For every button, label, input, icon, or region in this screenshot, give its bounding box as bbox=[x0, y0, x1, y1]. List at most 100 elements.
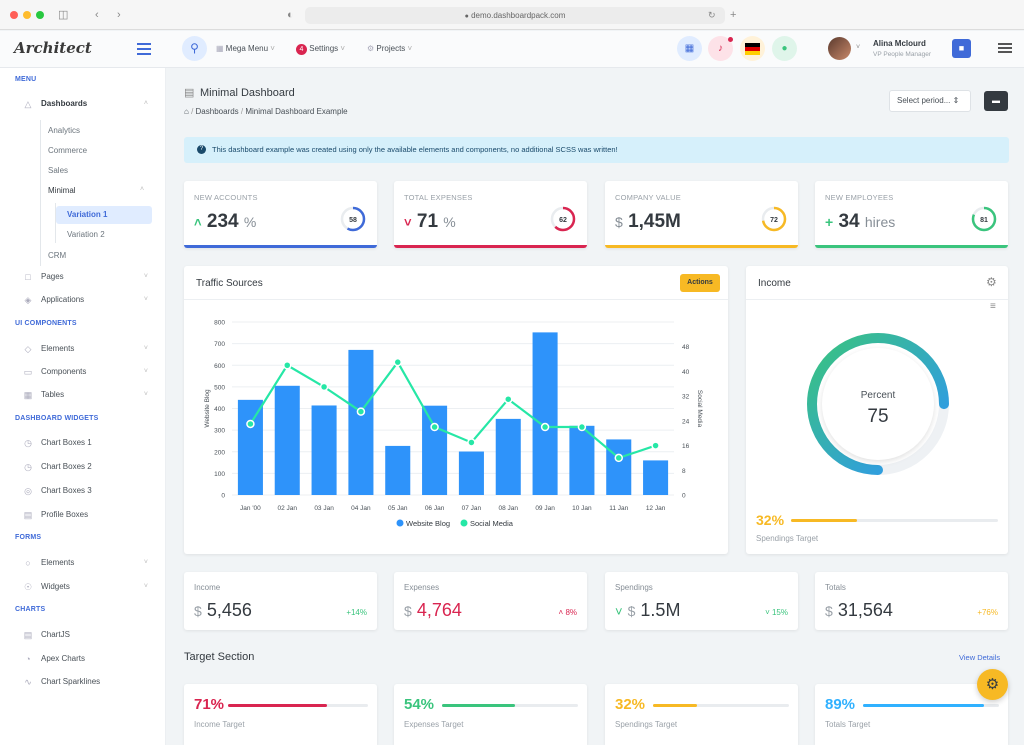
projects-link[interactable]: ⚙ Projects ˅ bbox=[367, 44, 413, 53]
chevron-down-icon: ˅ bbox=[143, 391, 148, 398]
caret-down-icon: ˅ bbox=[765, 608, 770, 617]
sidebar-item-components[interactable]: ▭ Components ˅ bbox=[23, 367, 148, 377]
widget-new-employees: NEW EMPLOYEES + 34 hires 81 bbox=[815, 181, 1008, 248]
x-tick-label: Jan '00 bbox=[240, 505, 261, 512]
x-tick-label: 02 Jan bbox=[277, 505, 297, 512]
chevron-down-icon: ˅ bbox=[143, 273, 148, 280]
sidebar-sub-minimal[interactable]: Minimal bbox=[48, 186, 76, 195]
shield-icon[interactable]: ◐ bbox=[287, 9, 294, 21]
line-point bbox=[356, 407, 366, 416]
maximize-window-button[interactable] bbox=[36, 11, 44, 19]
sidebar-item-chart-boxes-1[interactable]: ◷ Chart Boxes 1 bbox=[22, 436, 152, 450]
line-point bbox=[430, 422, 439, 432]
toggle-button[interactable]: ▬ bbox=[984, 91, 1008, 111]
gear-icon[interactable]: ⚙ bbox=[986, 275, 997, 289]
bar bbox=[458, 451, 484, 495]
doc-icon: ▦ bbox=[216, 44, 224, 53]
sidebar-sub-analytics[interactable]: Analytics bbox=[48, 126, 81, 135]
x-tick-label: 08 Jan bbox=[498, 505, 518, 512]
flag-icon[interactable] bbox=[740, 36, 765, 61]
minimize-window-button[interactable] bbox=[23, 11, 31, 19]
target-income: 71% Income Target bbox=[184, 684, 377, 745]
x-tick-label: 11 Jan bbox=[609, 505, 628, 512]
bar bbox=[422, 405, 448, 495]
stat-totals: Totals $ 31,564 +76% bbox=[815, 572, 1008, 630]
sidebar-item-chartjs[interactable]: ▤ ChartJS bbox=[23, 630, 70, 640]
breadcrumb-dashboards[interactable]: Dashboards bbox=[195, 107, 239, 116]
avatar[interactable] bbox=[828, 37, 851, 60]
period-select[interactable]: Select period... ⇕ bbox=[889, 90, 971, 112]
menu-icon[interactable]: ≡ bbox=[990, 301, 996, 312]
search-icon[interactable]: ⚲ bbox=[182, 36, 207, 61]
y-tick-label: 800 bbox=[214, 320, 225, 327]
sidebar-sub-crm[interactable]: CRM bbox=[48, 251, 67, 260]
section-dashboard-widgets: DASHBOARD WIDGETS bbox=[15, 415, 99, 422]
close-window-button[interactable] bbox=[10, 11, 18, 19]
chevron-down-icon: ˅ bbox=[143, 345, 148, 352]
widget-accent-bar bbox=[815, 245, 1008, 248]
bar bbox=[311, 405, 337, 495]
y-tick-label: 200 bbox=[214, 449, 225, 456]
widget-new-accounts: NEW ACCOUNTS ˄ 234 % 58 bbox=[184, 181, 377, 248]
view-details-link[interactable]: View Details bbox=[959, 653, 1001, 662]
stat-expenses: Expenses $ 4,764 ˄ 8% bbox=[394, 572, 587, 630]
sidebar-item-dashboards[interactable]: △ Dashboards ˄ bbox=[22, 97, 152, 111]
sidebar-item-chart-boxes-2[interactable]: ◷ Chart Boxes 2 bbox=[22, 460, 152, 474]
y-tick-label: 100 bbox=[214, 471, 225, 478]
line-point bbox=[651, 441, 660, 450]
arrow-up-icon: ˄ bbox=[194, 215, 202, 230]
sidebar-sub-sales[interactable]: Sales bbox=[48, 166, 69, 175]
sidebar-item-widgets[interactable]: ☉ Widgets ˅ bbox=[23, 582, 148, 592]
app-header: Architect ⚲ ▦ Mega Menu ˅ 4 Settings ˅ ⚙… bbox=[0, 31, 1024, 68]
id-card-icon: ▤ bbox=[23, 510, 33, 520]
back-arrow-icon[interactable]: ‹ bbox=[95, 9, 99, 21]
sidebar-toggle-icon[interactable]: ◫ bbox=[58, 9, 69, 21]
address-bar[interactable]: ● demo.dashboardpack.com bbox=[305, 7, 725, 24]
bike-icon: ☉ bbox=[23, 582, 33, 592]
leaf-icon[interactable]: ● bbox=[772, 36, 797, 61]
logo: Architect bbox=[14, 39, 92, 57]
mega-menu-link[interactable]: ▦ Mega Menu ˅ bbox=[216, 44, 275, 53]
sidebar-item-tables[interactable]: ▦ Tables ˅ bbox=[23, 390, 148, 400]
user-role: VP People Manager bbox=[873, 51, 932, 58]
sidebar-sub-commerce[interactable]: Commerce bbox=[48, 146, 88, 155]
x-tick-label: 05 Jan bbox=[388, 505, 408, 512]
settings-fab[interactable]: ⚙ bbox=[977, 669, 1008, 700]
progress-ring: 72 bbox=[761, 206, 787, 232]
y-tick-label: 500 bbox=[214, 384, 225, 391]
sparkline-icon: ∿ bbox=[24, 677, 32, 687]
line-point bbox=[283, 361, 292, 370]
sidebar-item-chart-sparklines[interactable]: ∿ Chart Sparklines bbox=[22, 675, 152, 689]
menu-icon[interactable] bbox=[998, 42, 1012, 54]
sidebar-item-elements[interactable]: ◇ Elements ˅ bbox=[22, 342, 152, 356]
sidebar-sub-variation1[interactable]: Variation 1 bbox=[56, 206, 152, 224]
legend-marker-social-media bbox=[460, 519, 468, 527]
sidebar-item-pages[interactable]: □ Pages ˅ bbox=[22, 270, 152, 284]
svg-text:81: 81 bbox=[980, 217, 988, 224]
sidebar-item-apex-charts[interactable]: ◔ Apex Charts bbox=[22, 652, 152, 666]
pages-icon: □ bbox=[25, 272, 31, 282]
income-title: Income bbox=[758, 278, 791, 289]
section-charts: CHARTS bbox=[15, 606, 46, 613]
hamburger-icon[interactable] bbox=[137, 42, 153, 56]
progress-ring: 58 bbox=[340, 206, 366, 232]
home-icon[interactable]: ⌂ bbox=[184, 107, 189, 116]
forward-arrow-icon[interactable]: › bbox=[117, 9, 121, 21]
sidebar-item-chart-boxes-3[interactable]: ◎ Chart Boxes 3 bbox=[22, 484, 152, 498]
y-tick-label: 300 bbox=[214, 428, 225, 435]
gear-icon: ⚙ bbox=[367, 44, 375, 53]
settings-link[interactable]: 4 Settings ˅ bbox=[296, 44, 345, 55]
grid-icon[interactable]: ▦ bbox=[677, 36, 702, 61]
chevron-down-icon[interactable]: ˅ bbox=[856, 44, 861, 51]
reload-icon[interactable]: ↻ bbox=[708, 10, 716, 20]
x-tick-label: 04 Jan bbox=[351, 505, 371, 512]
chevron-down-icon: ˅ bbox=[143, 368, 148, 375]
sidebar-item-form-elements[interactable]: ○ Elements ˅ bbox=[22, 556, 152, 570]
new-tab-icon[interactable]: + bbox=[730, 9, 737, 21]
actions-button[interactable]: Actions bbox=[680, 274, 720, 292]
sidebar-sub-variation2[interactable]: Variation 2 bbox=[67, 230, 105, 239]
sidebar-item-applications[interactable]: ◈ Applications ˅ bbox=[22, 293, 152, 307]
lock-icon: ● bbox=[464, 13, 469, 20]
calendar-button[interactable]: ■ bbox=[952, 39, 971, 58]
sidebar-item-profile-boxes[interactable]: ▤ Profile Boxes bbox=[23, 510, 89, 520]
